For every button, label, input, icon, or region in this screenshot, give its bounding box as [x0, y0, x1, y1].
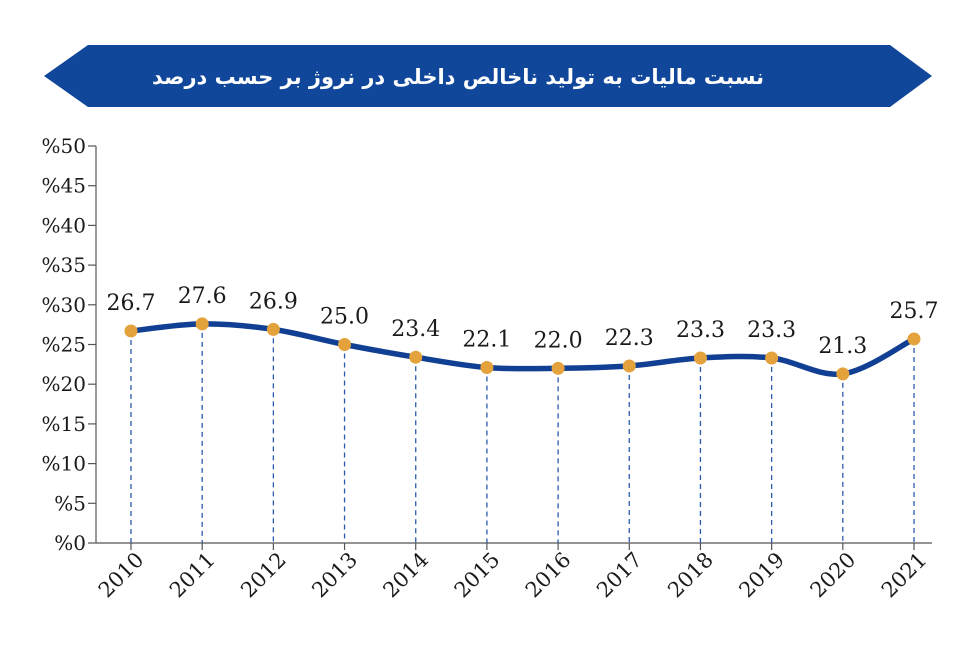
data-point — [409, 350, 423, 364]
data-label: 22.0 — [534, 328, 583, 353]
data-point — [551, 361, 565, 375]
y-tick-label: %10 — [42, 452, 86, 476]
y-tick-label: %50 — [42, 134, 86, 158]
data-label: 23.4 — [391, 317, 440, 342]
x-tick-label: 2020 — [806, 548, 861, 603]
x-tick-label: 2017 — [592, 548, 647, 603]
y-tick-label: %15 — [42, 412, 86, 436]
data-point — [195, 317, 209, 331]
x-tick-label: 2018 — [663, 548, 718, 603]
data-point — [622, 359, 636, 373]
data-label: 25.0 — [320, 305, 369, 330]
data-labels: 26.7 27.6 26.9 25.0 23.4 22.1 22.0 22.3 23.3 23.3… — [107, 284, 939, 359]
data-point — [765, 351, 779, 365]
data-label: 23.3 — [747, 318, 796, 343]
data-point — [907, 332, 921, 346]
y-tick-label: %40 — [42, 213, 86, 237]
data-label: 25.7 — [890, 299, 939, 324]
data-label: 26.7 — [107, 291, 156, 316]
data-label: 22.3 — [605, 326, 654, 351]
x-axis: 2010 2011 2012 2013 2014 2015 2016 2017 2018 2019… — [94, 542, 932, 603]
data-point — [693, 351, 707, 365]
x-tick-label: 2011 — [165, 548, 220, 603]
x-tick-label: 2013 — [307, 548, 362, 603]
y-tick-label: %20 — [42, 372, 86, 396]
drop-lines — [130, 323, 915, 543]
y-tick-label: %0 — [54, 531, 86, 555]
x-tick-label: 2014 — [378, 548, 433, 603]
y-tick-label: %30 — [42, 293, 86, 317]
data-label: 23.3 — [676, 318, 725, 343]
data-point — [124, 324, 138, 338]
x-tick-label: 2021 — [877, 548, 932, 603]
series-line-group — [128, 321, 917, 378]
title-banner: نسبت مالیات به تولید ناخالص داخلی در نرو… — [44, 45, 932, 107]
y-tick-label: %35 — [42, 253, 86, 277]
y-tick-label: %25 — [42, 333, 86, 357]
data-point — [266, 322, 280, 336]
title-banner-shape — [44, 45, 932, 107]
data-point — [836, 367, 850, 381]
y-axis: %0 %5 %10 %15 %20 %25 %30 %35 %40 %45 %50 — [42, 134, 97, 555]
data-point — [338, 338, 352, 351]
data-points — [124, 317, 921, 381]
chart-title: نسبت مالیات به تولید ناخالص داخلی در نرو… — [152, 65, 764, 89]
y-tick-label: %45 — [42, 174, 86, 198]
data-label: 22.1 — [462, 328, 511, 353]
x-tick-label: 2016 — [521, 548, 576, 603]
x-tick-label: 2012 — [236, 548, 291, 603]
data-label: 27.6 — [178, 284, 227, 309]
data-label: 21.3 — [818, 334, 867, 359]
data-label: 26.9 — [249, 289, 298, 314]
x-tick-label: 2019 — [734, 548, 789, 603]
data-point — [480, 361, 494, 375]
x-tick-label: 2010 — [94, 548, 149, 603]
x-tick-label: 2015 — [450, 548, 505, 603]
series-line — [128, 321, 917, 378]
y-tick-label: %5 — [54, 491, 86, 515]
